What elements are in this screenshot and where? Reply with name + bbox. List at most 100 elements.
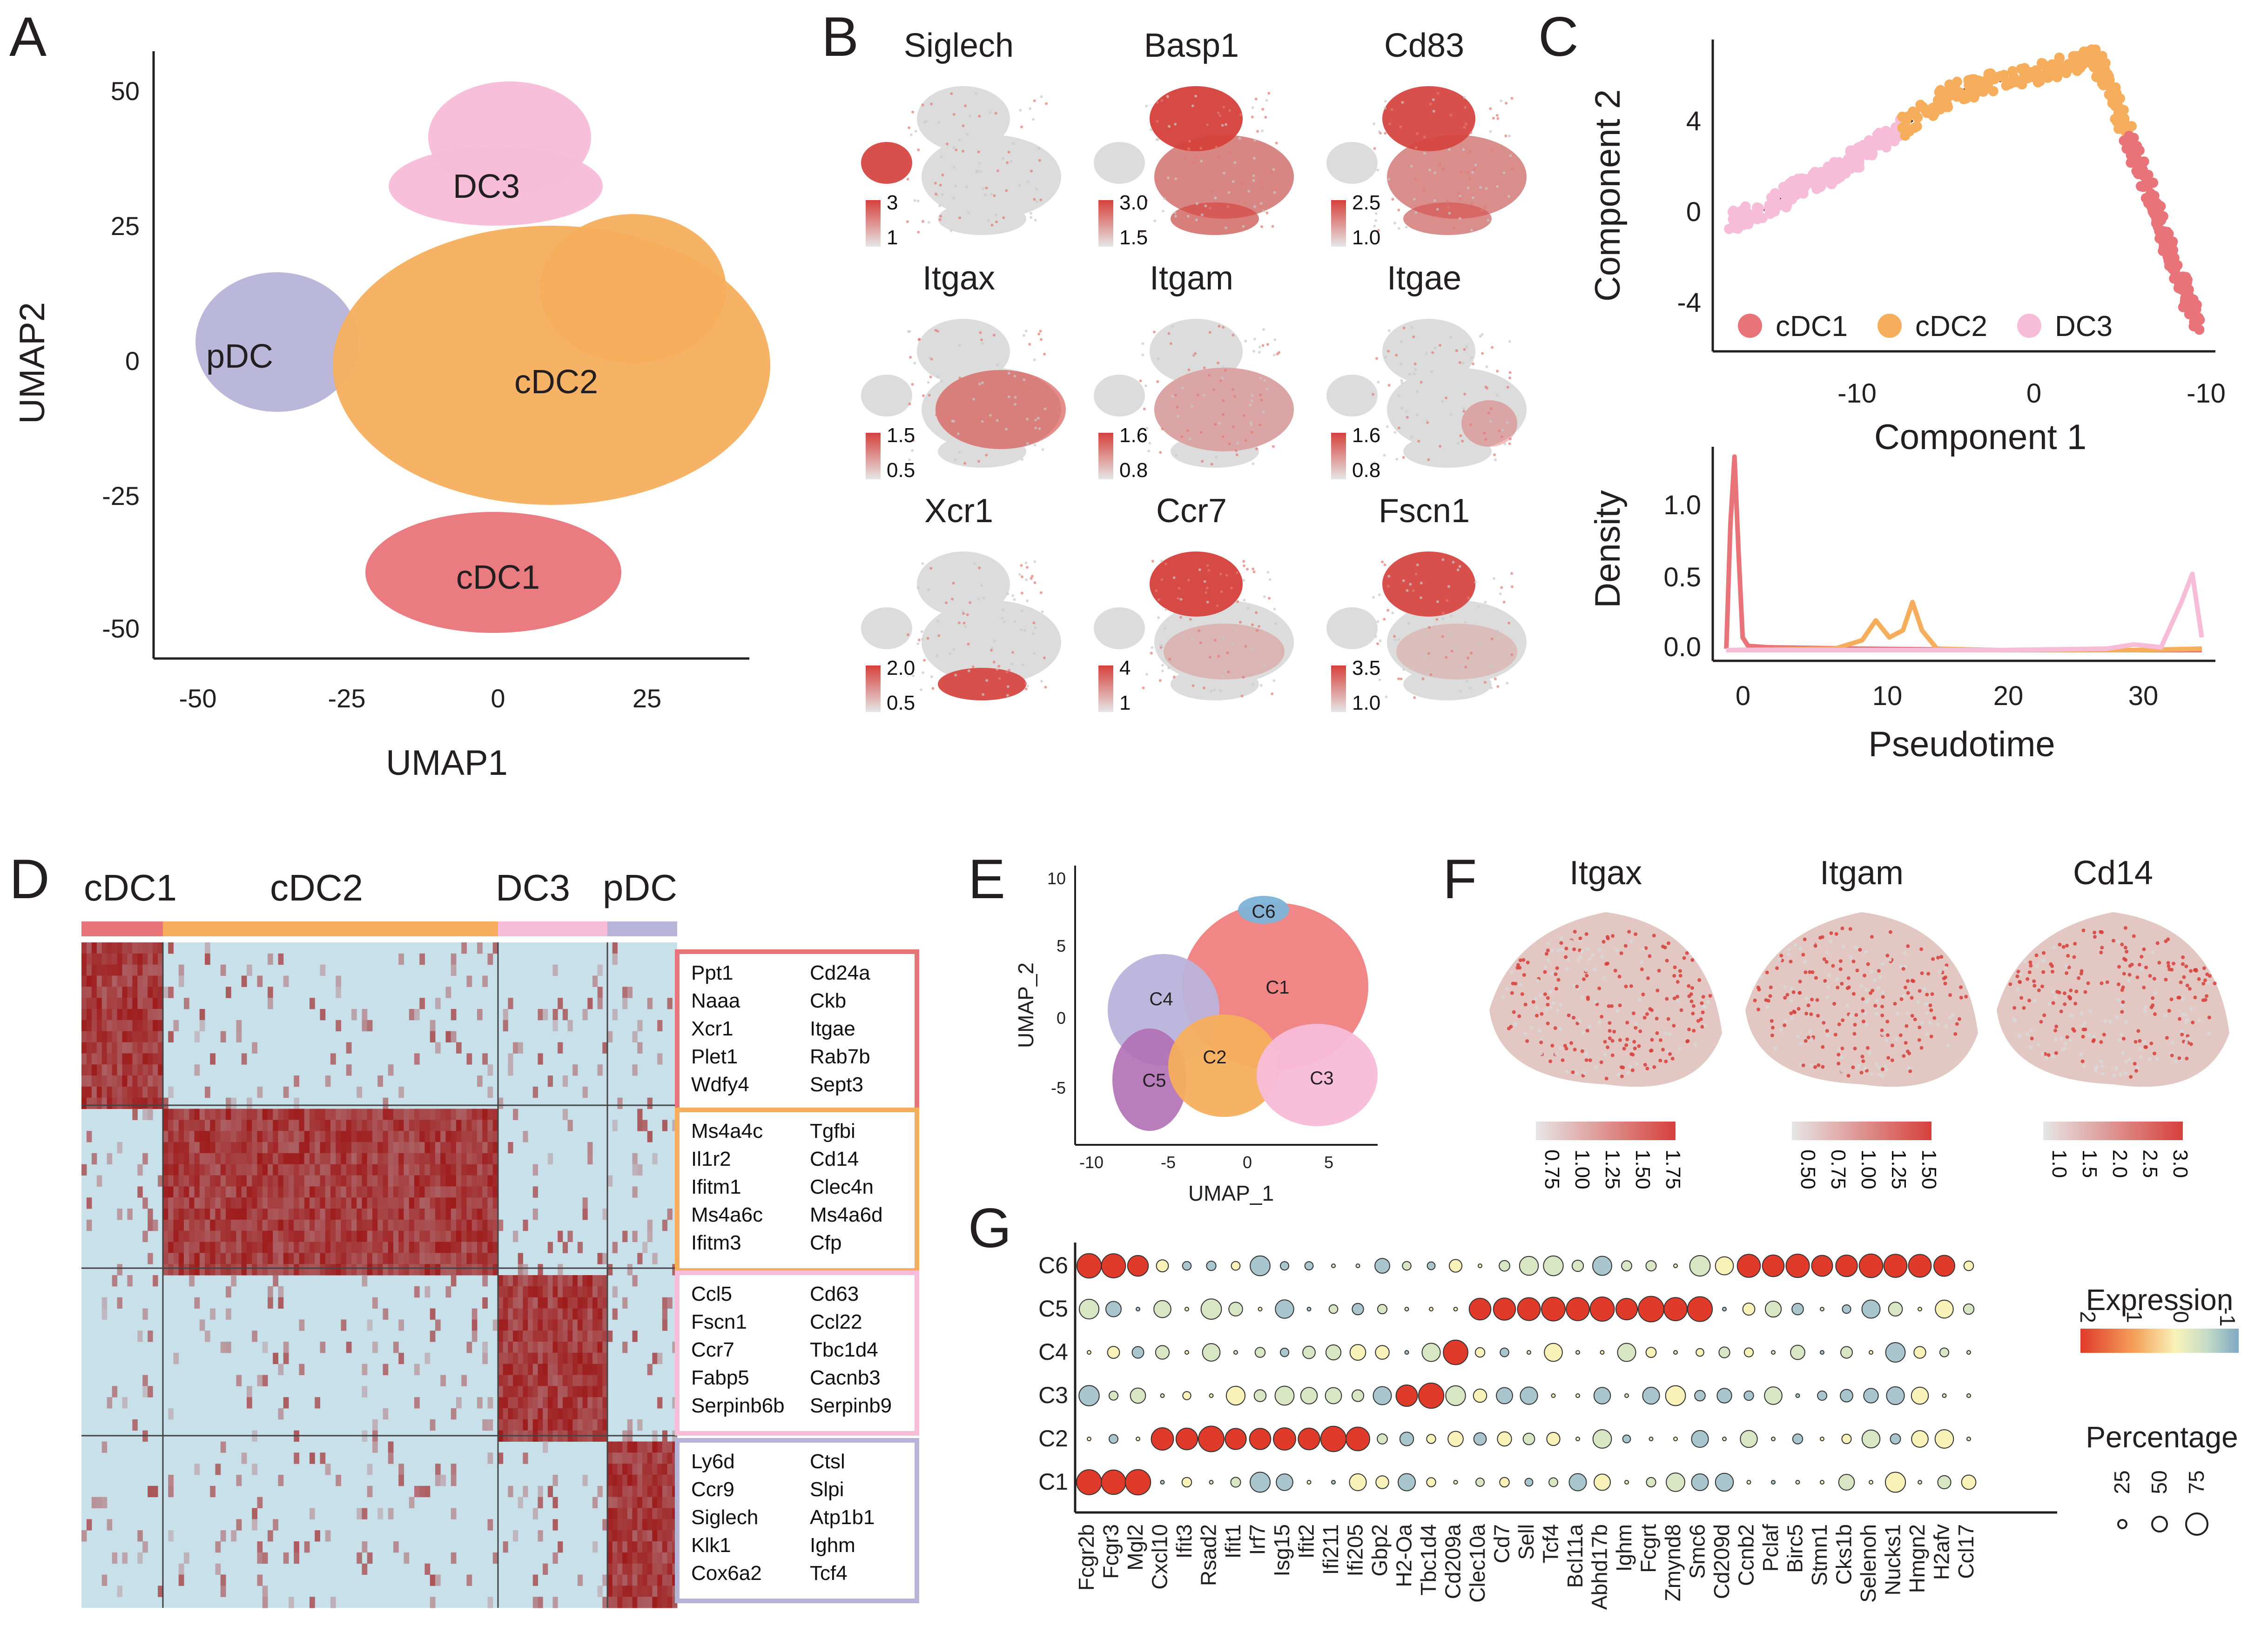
feature-min: 0.8 [1119, 459, 1148, 482]
dot [1743, 1347, 1754, 1357]
gene-name: Tgfbi [810, 1120, 855, 1142]
dot [1228, 1302, 1243, 1317]
trajectory-point [1918, 102, 1928, 113]
gene-name: Siglech [691, 1506, 758, 1529]
dot [1771, 1350, 1776, 1355]
dot [1453, 1480, 1458, 1485]
a-ylabel: UMAP2 [13, 302, 52, 424]
trajectory-point [2057, 65, 2068, 76]
trajectory-point [2160, 237, 2170, 248]
dot [1913, 1346, 1926, 1359]
feature-max: 3.0 [1119, 191, 1148, 214]
trajectory-point [1889, 136, 1900, 147]
pct-circle-75 [2185, 1512, 2208, 1536]
c-xlabel: Component 1 [1874, 417, 2086, 457]
gene-name: Sept3 [810, 1073, 863, 1096]
f-colorbar-tick: 0.75 [1827, 1149, 1850, 1189]
feature-colorbar [866, 200, 881, 247]
dot [1527, 1350, 1531, 1355]
a-xtick: 0 [491, 684, 505, 713]
f-colorbar-tick: 0.50 [1797, 1149, 1819, 1189]
trajectory-point [1793, 173, 1804, 184]
g-gene-label: Gbp2 [1367, 1524, 1392, 1577]
gene-name: Ccr9 [691, 1478, 734, 1501]
dot [1124, 1469, 1151, 1496]
dot [1890, 1433, 1901, 1445]
dot [1592, 1256, 1612, 1276]
feature-plot-xcr1: Xcr1 2.0 0.5 [861, 492, 1061, 714]
e-cluster-c6 [1238, 896, 1289, 924]
trajectory-point [2133, 156, 2144, 167]
panel-label-e: E [968, 848, 1005, 910]
feature-plot-cd83: Cd83 2.5 1.0 [1326, 27, 1527, 249]
dot [1840, 1346, 1853, 1359]
dot [1184, 1307, 1189, 1311]
dot [1743, 1390, 1754, 1401]
dot [1785, 1253, 1810, 1278]
g-gene-label: Nucks1 [1881, 1524, 1905, 1595]
dot [1673, 1350, 1678, 1355]
f-colorbar-tick: 0.75 [1541, 1149, 1563, 1189]
dot [1522, 1432, 1535, 1445]
f-colorbar-tick: 3.0 [2169, 1149, 2192, 1178]
dot [1771, 1480, 1776, 1485]
feature-plot-itgax: Itgax 1.5 0.5 [861, 260, 1066, 482]
e-ylabel: UMAP_2 [1014, 962, 1038, 1048]
gene-name: Cd63 [810, 1283, 859, 1305]
dot [1101, 1253, 1126, 1278]
dot [1474, 1347, 1486, 1358]
feature-min: 1 [887, 226, 898, 249]
gene-boxes: Ppt1 Naaa Xcr1 Plet1 Wdfy4 Cd24a Ckb Itgae Rab7b… [675, 949, 919, 1603]
legend-label-dc3: DC3 [2055, 310, 2113, 343]
trajectory-point [2166, 250, 2177, 261]
trajectory-point [2148, 177, 2159, 188]
density-xtick: 0 [1736, 681, 1750, 711]
a-ytick: 25 [111, 211, 140, 241]
trajectory-point [2126, 157, 2136, 168]
trajectory-point [2162, 228, 2173, 239]
trajectory-points [1724, 44, 2205, 335]
dot [1888, 1302, 1903, 1317]
dot [1225, 1385, 1246, 1406]
trajectory-point [1843, 154, 1853, 164]
trajectory-point [1963, 75, 1974, 86]
trajectory-point [2138, 181, 2149, 192]
gene-name: Atp1b1 [810, 1506, 875, 1529]
g-gene-label: Cd209a [1441, 1524, 1465, 1599]
e-label-c1: C1 [1265, 977, 1289, 998]
dot [1478, 1263, 1482, 1268]
feature-gene-name: Siglech [904, 27, 1014, 64]
feature-max: 2.0 [887, 657, 915, 679]
legend-label-cdc2: cDC2 [1915, 310, 1987, 343]
dot [1325, 1344, 1342, 1361]
dot [1622, 1434, 1631, 1444]
dot [1792, 1433, 1804, 1445]
umap-clusters [195, 81, 770, 633]
dot [1764, 1300, 1782, 1318]
density-xtick: 10 [1872, 681, 1903, 711]
gene-name: Ifitm1 [691, 1176, 741, 1198]
gene-name: Cd24a [810, 961, 870, 984]
e-cluster-c5 [1112, 1028, 1187, 1131]
dot [1722, 1307, 1727, 1311]
dot [1716, 1388, 1732, 1404]
g-gene-label: Zmynd8 [1661, 1524, 1685, 1601]
trajectory-point [1927, 103, 1938, 114]
feature-colorbar [1098, 433, 1113, 479]
dot [1835, 1254, 1858, 1277]
trajectory-point [1798, 188, 1809, 199]
gene-name: Fabp5 [691, 1366, 749, 1389]
dot [1468, 1297, 1492, 1321]
dot [1500, 1347, 1509, 1357]
dot [1624, 1480, 1629, 1485]
dot [1127, 1255, 1149, 1277]
g-gene-label: Mgl2 [1123, 1524, 1147, 1571]
expr-tick: -1 [2215, 1308, 2240, 1327]
d-header-cdc2: cDC2 [270, 867, 363, 908]
dot [1624, 1393, 1629, 1398]
trajectory-point [1988, 86, 1999, 96]
panel-label-a: A [9, 6, 47, 68]
dot [1617, 1343, 1636, 1362]
dot [1886, 1386, 1905, 1405]
dot [1300, 1387, 1318, 1405]
